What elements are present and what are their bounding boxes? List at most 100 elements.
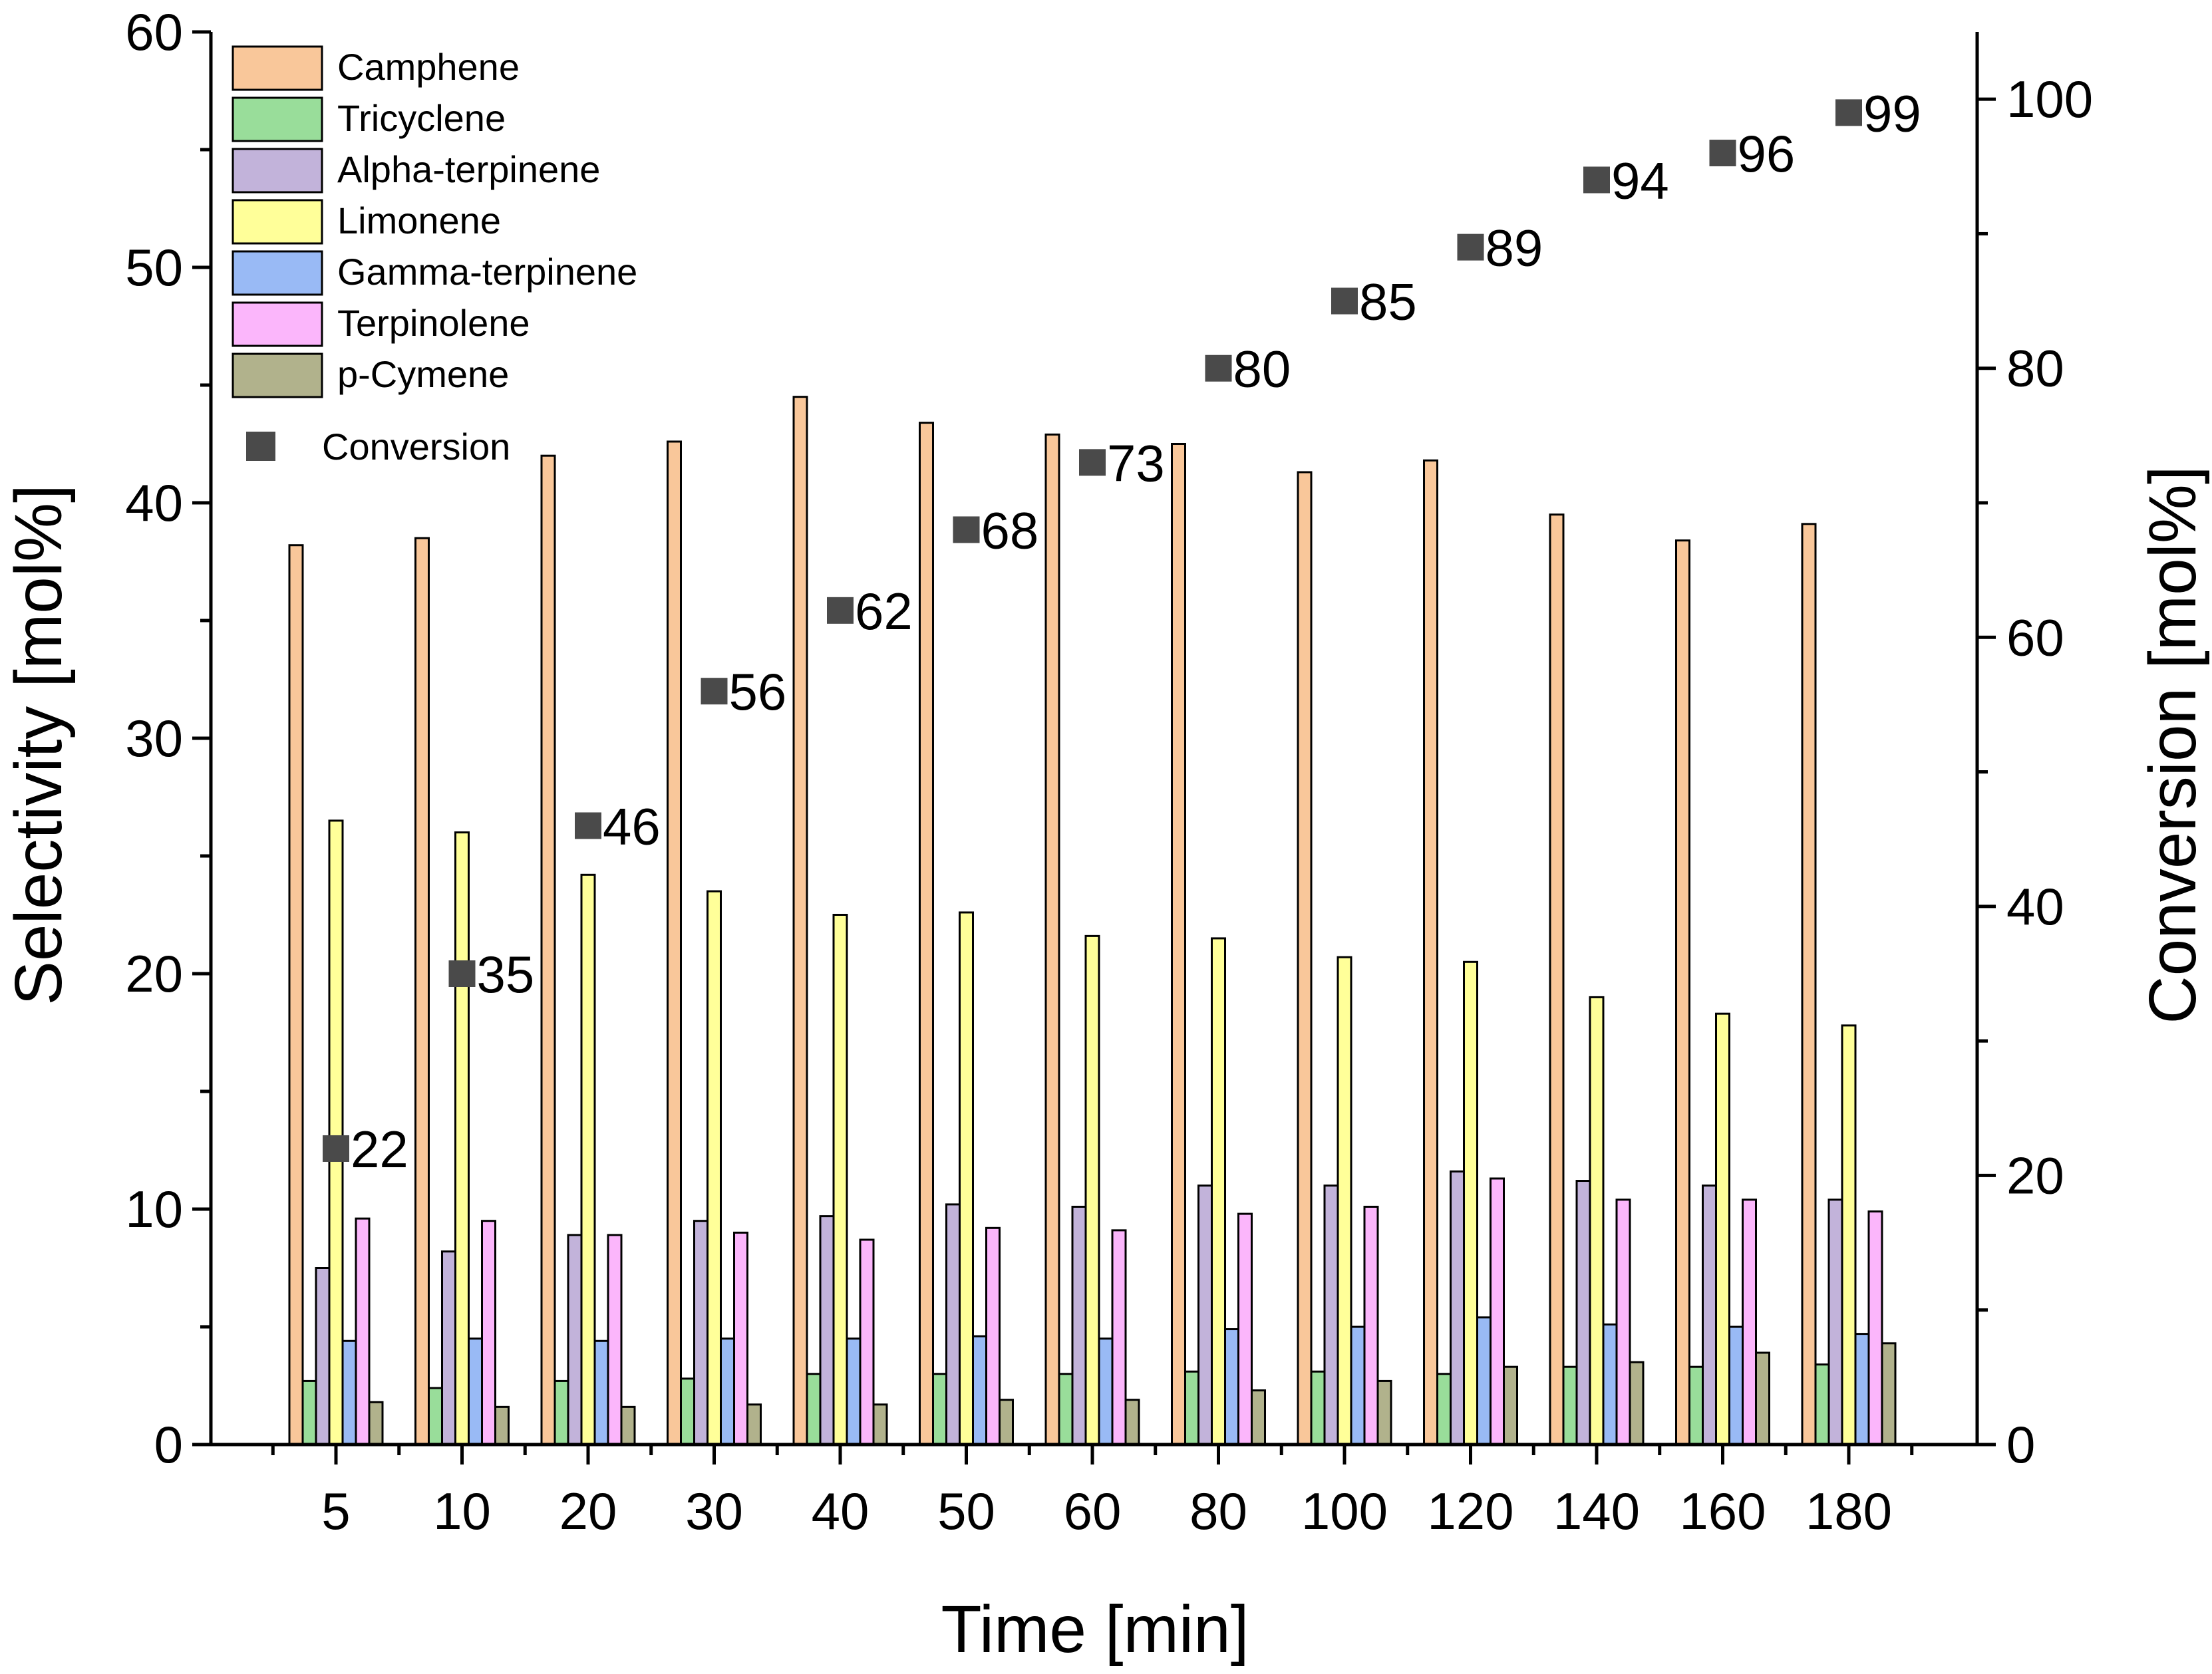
legend-label-tricyclene: Tricyclene bbox=[337, 97, 506, 139]
legend-swatch-p-cymene bbox=[232, 352, 323, 398]
bar-terpinolene-60 bbox=[1111, 1229, 1127, 1446]
x-tick-label-80: 80 bbox=[1189, 1482, 1247, 1540]
conversion-label-5: 22 bbox=[351, 1120, 408, 1179]
legend-swatch-tricyclene bbox=[232, 96, 323, 142]
conversion-label-160: 96 bbox=[1738, 124, 1796, 183]
y-tick-label-10: 10 bbox=[125, 1180, 183, 1238]
bar-tricyclene-80 bbox=[1184, 1370, 1199, 1446]
bar-terpinolene-100 bbox=[1363, 1205, 1379, 1446]
conversion-point-10 bbox=[448, 960, 476, 987]
x-tick-label-5: 5 bbox=[321, 1482, 350, 1540]
bar-terpinolene-20 bbox=[607, 1234, 623, 1446]
y2-tick-label-60: 60 bbox=[2006, 608, 2064, 666]
legend-label-gamma-terpinene: Gamma-terpinene bbox=[337, 251, 637, 293]
bar-camphene-40 bbox=[792, 396, 808, 1446]
x-axis-title: Time [min] bbox=[941, 1592, 1249, 1667]
legend-swatch-conversion bbox=[246, 432, 275, 461]
bar-camphene-30 bbox=[667, 440, 682, 1446]
conversion-label-80: 80 bbox=[1233, 340, 1291, 398]
y-tick-label-50: 50 bbox=[125, 238, 183, 297]
bar-limonene-30 bbox=[707, 890, 722, 1446]
ticks-layer: 0 10 20 30 40 50 60 0 20 40 60 80 100 5 10 20 30 40 50 60 80… bbox=[125, 3, 2093, 1540]
bar-tricyclene-10 bbox=[428, 1387, 443, 1446]
conversion-point-160 bbox=[1709, 140, 1736, 167]
conversion-point-30 bbox=[701, 678, 728, 705]
bar-alpha-terpinene-10 bbox=[441, 1250, 456, 1446]
conversion-label-180: 99 bbox=[1863, 84, 1921, 142]
bar-limonene-180 bbox=[1841, 1024, 1857, 1446]
bar-camphene-100 bbox=[1297, 471, 1313, 1446]
bar-limonene-120 bbox=[1463, 960, 1478, 1446]
y2-tick-label-0: 0 bbox=[2006, 1415, 2035, 1474]
bar-camphene-60 bbox=[1044, 433, 1060, 1446]
bar-gamma-terpinene-100 bbox=[1350, 1325, 1366, 1446]
bar-limonene-50 bbox=[959, 911, 974, 1446]
y-axis-title: Selectivity [mol%] bbox=[1, 484, 76, 1006]
y-tick-label-30: 30 bbox=[125, 709, 183, 767]
bar-tricyclene-60 bbox=[1058, 1373, 1074, 1446]
bar-camphene-10 bbox=[414, 537, 430, 1446]
bar-camphene-180 bbox=[1801, 523, 1817, 1446]
bar-p-cymene-10 bbox=[494, 1405, 510, 1446]
bar-limonene-80 bbox=[1211, 937, 1226, 1446]
bar-gamma-terpinene-120 bbox=[1476, 1316, 1492, 1446]
bar-limonene-40 bbox=[832, 914, 848, 1446]
bar-tricyclene-20 bbox=[553, 1379, 569, 1446]
conversion-point-120 bbox=[1457, 233, 1484, 261]
bar-tricyclene-50 bbox=[932, 1373, 947, 1446]
bar-p-cymene-160 bbox=[1755, 1351, 1770, 1446]
conversion-point-60 bbox=[1079, 449, 1106, 476]
bar-terpinolene-5 bbox=[355, 1217, 371, 1446]
y2-tick-label-80: 80 bbox=[2006, 339, 2064, 398]
bar-limonene-20 bbox=[580, 873, 596, 1446]
bar-terpinolene-160 bbox=[1742, 1198, 1757, 1446]
bar-alpha-terpinene-20 bbox=[567, 1234, 583, 1446]
bar-terpinolene-180 bbox=[1867, 1210, 1883, 1446]
x-tick-label-160: 160 bbox=[1679, 1482, 1766, 1540]
x-tick-label-10: 10 bbox=[433, 1482, 491, 1540]
bar-tricyclene-120 bbox=[1436, 1373, 1452, 1446]
bar-alpha-terpinene-50 bbox=[945, 1203, 961, 1446]
bar-gamma-terpinene-80 bbox=[1224, 1328, 1239, 1446]
y-tick-label-40: 40 bbox=[125, 474, 183, 532]
bar-gamma-terpinene-140 bbox=[1602, 1323, 1618, 1446]
x-tick-label-140: 140 bbox=[1553, 1482, 1640, 1540]
conversion-point-80 bbox=[1205, 354, 1232, 382]
bar-tricyclene-40 bbox=[806, 1373, 822, 1446]
bar-p-cymene-30 bbox=[746, 1403, 762, 1446]
bar-layer bbox=[288, 396, 1897, 1446]
legend-swatch-camphene bbox=[232, 45, 323, 91]
conversion-label-20: 46 bbox=[603, 797, 661, 855]
bar-gamma-terpinene-50 bbox=[972, 1335, 987, 1446]
x-tick-label-60: 60 bbox=[1064, 1482, 1122, 1540]
bar-gamma-terpinene-30 bbox=[720, 1337, 735, 1446]
conversion-point-20 bbox=[575, 812, 601, 839]
bar-alpha-terpinene-60 bbox=[1071, 1205, 1087, 1446]
x-tick-label-40: 40 bbox=[812, 1482, 869, 1540]
bar-gamma-terpinene-20 bbox=[593, 1339, 609, 1446]
conversion-label-60: 73 bbox=[1107, 434, 1165, 492]
legend-swatch-terpinolene bbox=[232, 301, 323, 347]
bar-p-cymene-140 bbox=[1629, 1361, 1645, 1446]
bar-limonene-100 bbox=[1337, 956, 1352, 1446]
y2-tick-label-40: 40 bbox=[2006, 877, 2064, 936]
bar-terpinolene-50 bbox=[985, 1226, 1001, 1446]
bar-camphene-160 bbox=[1675, 539, 1690, 1446]
conversion-point-5 bbox=[323, 1135, 349, 1162]
legend-label-conversion: Conversion bbox=[322, 426, 510, 468]
bar-camphene-5 bbox=[288, 544, 304, 1446]
bar-limonene-60 bbox=[1084, 934, 1100, 1446]
conversion-label-30: 56 bbox=[729, 662, 787, 721]
bar-terpinolene-10 bbox=[481, 1220, 496, 1446]
legend-label-terpinolene: Terpinolene bbox=[337, 302, 530, 344]
bar-gamma-terpinene-40 bbox=[846, 1337, 862, 1446]
bar-camphene-140 bbox=[1549, 513, 1565, 1446]
bar-tricyclene-140 bbox=[1562, 1365, 1578, 1446]
conversion-label-10: 35 bbox=[477, 945, 535, 1004]
legend-label-limonene: Limonene bbox=[337, 200, 501, 241]
bar-alpha-terpinene-80 bbox=[1197, 1185, 1213, 1446]
bar-terpinolene-40 bbox=[859, 1238, 875, 1446]
bar-alpha-terpinene-140 bbox=[1575, 1180, 1591, 1446]
bar-p-cymene-20 bbox=[620, 1405, 636, 1446]
